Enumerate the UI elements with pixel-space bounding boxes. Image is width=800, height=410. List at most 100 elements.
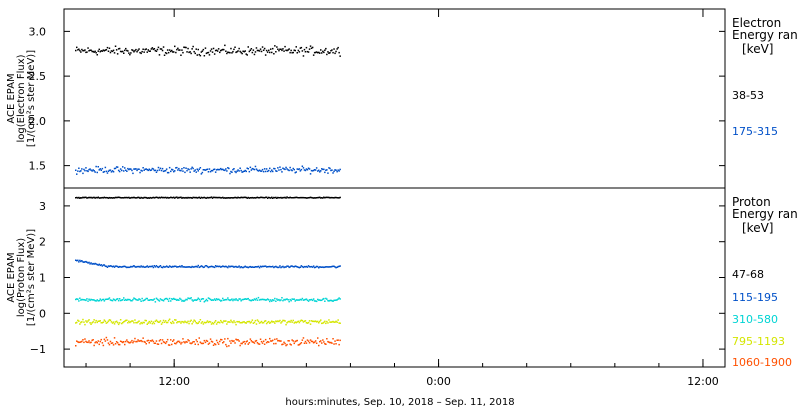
data-point-proton <box>282 196 284 199</box>
data-point-proton <box>118 298 121 300</box>
data-point-electron <box>128 168 130 171</box>
data-point-proton <box>331 321 333 323</box>
data-point-proton <box>302 299 305 301</box>
data-point-proton <box>188 340 190 342</box>
data-point-proton <box>295 196 297 199</box>
data-point-proton <box>170 265 172 268</box>
data-point-proton <box>255 339 258 342</box>
data-point-proton <box>226 266 228 268</box>
data-point-electron <box>166 49 169 51</box>
data-point-proton <box>154 342 157 344</box>
data-point-electron <box>256 169 259 172</box>
data-point-proton <box>114 196 117 199</box>
data-point-proton <box>197 322 199 324</box>
data-point-electron <box>331 169 333 171</box>
data-point-proton <box>293 266 295 268</box>
data-point-proton <box>242 196 244 199</box>
data-point-proton <box>84 196 86 199</box>
data-point-proton <box>176 341 178 344</box>
data-point-electron <box>238 47 240 50</box>
data-point-proton <box>276 266 278 268</box>
data-point-electron <box>96 171 98 174</box>
data-point-proton <box>136 322 138 324</box>
data-point-electron <box>268 169 270 172</box>
data-point-proton <box>217 343 220 345</box>
data-point-proton <box>164 342 167 345</box>
data-point-proton <box>182 338 184 340</box>
data-point-proton <box>163 341 166 344</box>
data-point-electron <box>162 46 165 48</box>
data-point-proton <box>287 340 289 342</box>
data-point-proton <box>214 320 217 322</box>
data-point-proton <box>279 197 281 199</box>
data-point-proton <box>261 298 264 301</box>
data-point-proton <box>79 297 81 299</box>
data-point-proton <box>292 340 294 342</box>
data-point-proton <box>206 265 209 268</box>
data-point-proton <box>223 299 225 301</box>
data-point-proton <box>99 320 101 322</box>
data-point-proton <box>158 321 161 323</box>
data-point-proton <box>335 343 337 345</box>
data-point-proton <box>326 266 328 268</box>
data-point-proton <box>309 299 312 301</box>
data-point-electron <box>294 171 296 174</box>
data-point-electron <box>181 168 183 170</box>
data-point-proton <box>209 298 212 301</box>
data-point-proton <box>75 197 77 199</box>
data-point-proton <box>215 265 218 268</box>
data-point-proton <box>338 265 340 268</box>
data-point-electron <box>151 47 154 49</box>
data-point-proton <box>241 266 243 269</box>
data-point-electron <box>233 48 235 51</box>
data-point-proton <box>89 196 91 199</box>
data-point-proton <box>88 340 90 342</box>
data-point-proton <box>116 298 119 300</box>
data-point-electron <box>179 49 181 51</box>
data-point-electron <box>280 48 282 50</box>
data-point-electron <box>204 47 207 49</box>
data-point-proton <box>99 264 101 267</box>
data-point-electron <box>297 49 300 52</box>
data-point-proton <box>307 321 310 324</box>
data-point-electron <box>227 51 229 53</box>
data-point-proton <box>156 343 159 345</box>
data-point-proton <box>175 265 177 268</box>
data-point-proton <box>244 196 246 199</box>
data-point-electron <box>119 50 122 53</box>
data-point-proton <box>135 266 137 268</box>
data-point-proton <box>212 344 215 346</box>
data-point-proton <box>318 344 320 347</box>
data-point-proton <box>187 297 189 299</box>
data-point-proton <box>170 339 172 341</box>
data-point-proton <box>141 340 143 343</box>
data-point-proton <box>176 321 178 324</box>
data-point-proton <box>308 196 311 199</box>
data-point-electron <box>329 52 331 54</box>
data-point-proton <box>306 299 309 301</box>
data-point-proton <box>121 322 123 325</box>
data-point-proton <box>137 265 139 268</box>
data-point-proton <box>321 266 323 268</box>
y-tick-label-proton: 3 <box>39 200 46 213</box>
data-point-proton <box>127 322 129 324</box>
data-point-electron <box>75 49 77 52</box>
data-point-electron <box>195 171 197 173</box>
legend-item-proton: 115-195 <box>732 291 778 304</box>
data-point-proton <box>260 320 263 323</box>
data-point-proton <box>225 265 227 268</box>
data-point-proton <box>180 343 182 345</box>
data-point-proton <box>102 197 105 199</box>
data-point-electron <box>78 167 80 169</box>
data-point-proton <box>105 336 108 339</box>
data-point-electron <box>85 167 87 169</box>
data-point-electron <box>278 49 280 52</box>
data-point-proton <box>273 196 275 199</box>
data-point-proton <box>200 298 203 301</box>
data-point-proton <box>210 323 213 325</box>
data-point-proton <box>155 265 158 267</box>
data-point-proton <box>160 196 163 198</box>
data-point-proton <box>142 321 144 324</box>
data-point-electron <box>223 169 225 171</box>
y-tick-label-electron: 3.0 <box>29 25 47 38</box>
